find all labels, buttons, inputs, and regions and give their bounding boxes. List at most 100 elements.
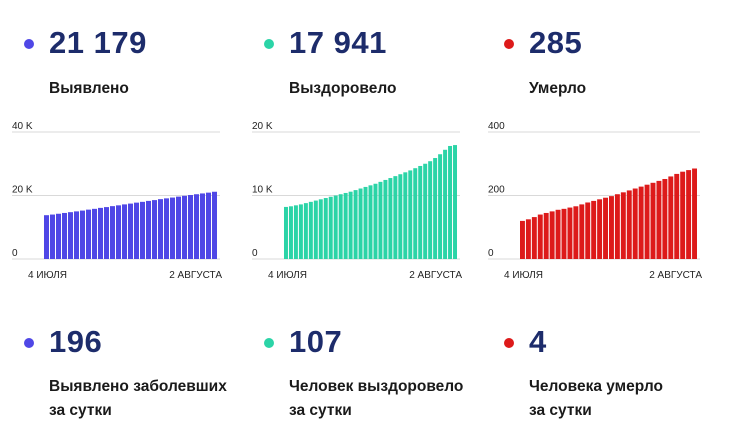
bar	[423, 163, 428, 259]
bar	[692, 168, 697, 259]
bar	[318, 199, 323, 259]
y-tick-label: 0	[12, 248, 18, 259]
died-daily-label-line1: Человека умерло	[529, 378, 663, 395]
bar	[333, 195, 338, 259]
bar	[543, 212, 549, 259]
bar	[298, 204, 303, 259]
bar	[561, 208, 567, 259]
y-tick-label: 20 K	[252, 121, 273, 132]
panel-died: 285 Умерло 0 200 400 4 ИЮЛЯ 2 АВГУСТА 4 Чело…	[480, 0, 720, 443]
died-daily: 4	[529, 324, 547, 359]
x-start-label: 4 ИЮЛЯ	[268, 270, 307, 281]
bar	[128, 203, 133, 259]
red-dot-icon	[504, 338, 514, 348]
bar	[443, 149, 448, 259]
bar	[348, 191, 353, 259]
detected-chart: 0 20 K 40 K 4 ИЮЛЯ 2 АВГУСТА	[12, 121, 222, 281]
bar	[555, 209, 561, 259]
bar	[98, 207, 103, 259]
x-start-label: 4 ИЮЛЯ	[28, 270, 67, 281]
x-end-label: 2 АВГУСТА	[409, 270, 462, 281]
bar	[343, 192, 348, 259]
bar	[62, 212, 67, 259]
bar	[303, 203, 308, 259]
bar	[531, 217, 537, 259]
bar	[644, 184, 650, 259]
bar	[383, 179, 388, 259]
recovered-daily-label-line2: за сутки	[289, 402, 352, 419]
bar	[74, 211, 79, 260]
bar	[597, 199, 603, 259]
bar	[398, 174, 403, 259]
bar	[579, 204, 585, 259]
detected-daily: 196	[49, 324, 103, 359]
bar	[585, 202, 591, 259]
green-dot-icon	[264, 39, 274, 49]
bar	[591, 200, 597, 259]
y-tick-label: 20 K	[12, 185, 33, 196]
x-start-label: 4 ИЮЛЯ	[504, 270, 543, 281]
bar	[134, 202, 139, 259]
x-end-label: 2 АВГУСТА	[169, 270, 222, 281]
blue-dot-icon	[24, 338, 34, 348]
bar	[428, 161, 433, 259]
bar	[378, 181, 383, 259]
died-daily-label-line2: за сутки	[529, 402, 592, 419]
y-tick-label: 40 K	[12, 121, 33, 132]
bar	[609, 196, 614, 259]
bar	[363, 186, 368, 259]
bar	[393, 176, 398, 259]
bar	[140, 201, 145, 259]
bar	[620, 192, 626, 259]
bar	[603, 197, 608, 259]
bar	[408, 170, 413, 259]
bar	[438, 154, 443, 259]
bar	[614, 194, 620, 259]
bar	[549, 211, 555, 260]
bar	[453, 145, 457, 259]
bar	[116, 205, 121, 259]
bar	[110, 206, 115, 259]
bar	[50, 214, 55, 259]
bar	[152, 200, 157, 259]
bar	[313, 200, 318, 259]
bar	[668, 176, 674, 259]
bar	[56, 213, 61, 259]
bar	[188, 195, 193, 259]
bar	[373, 183, 378, 259]
bar	[353, 190, 358, 259]
died-total: 285	[529, 25, 583, 60]
bar	[537, 214, 543, 259]
died-total-label: Умерло	[529, 80, 587, 97]
bar	[525, 219, 531, 259]
bar	[403, 172, 408, 259]
bar	[674, 173, 680, 259]
bar	[44, 215, 49, 259]
bar	[92, 208, 97, 259]
recovered-daily-label-line1: Человек выздоровело	[289, 378, 464, 395]
bar	[328, 196, 333, 259]
bar	[176, 196, 181, 259]
bar	[86, 209, 91, 259]
bar	[388, 178, 393, 259]
bar	[104, 207, 109, 259]
y-tick-label: 0	[252, 248, 258, 259]
bar	[122, 204, 127, 259]
bar	[164, 198, 169, 259]
bar	[146, 200, 151, 259]
bar	[68, 212, 73, 259]
red-dot-icon	[504, 39, 514, 49]
bar	[520, 220, 525, 259]
bar	[170, 197, 175, 259]
bar	[567, 207, 573, 259]
bar	[338, 194, 343, 259]
bar	[368, 185, 373, 259]
bar	[80, 210, 85, 259]
bar	[686, 170, 692, 259]
bar	[680, 171, 686, 259]
bar	[638, 186, 644, 259]
bar	[284, 206, 288, 259]
bar	[448, 145, 453, 259]
recovered-total-label: Выздоровело	[289, 80, 397, 97]
detected-total: 21 179	[49, 25, 147, 60]
